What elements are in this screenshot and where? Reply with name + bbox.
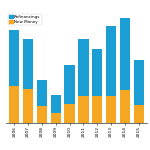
Bar — [9, 30, 20, 86]
Bar — [92, 96, 102, 123]
Bar — [51, 95, 61, 113]
Bar — [78, 39, 89, 96]
Bar — [37, 106, 47, 123]
Bar — [78, 96, 89, 123]
Bar — [106, 27, 116, 96]
Legend: Refinancings, New Money: Refinancings, New Money — [8, 14, 42, 25]
Bar — [23, 89, 33, 123]
Bar — [134, 60, 144, 105]
Bar — [64, 104, 75, 123]
Bar — [23, 39, 33, 89]
Bar — [134, 105, 144, 123]
Bar — [9, 86, 20, 123]
Bar — [51, 113, 61, 123]
Bar — [120, 90, 130, 123]
Bar — [92, 49, 102, 96]
Bar — [120, 18, 130, 90]
Bar — [37, 80, 47, 106]
Bar — [64, 65, 75, 104]
Bar — [106, 96, 116, 123]
